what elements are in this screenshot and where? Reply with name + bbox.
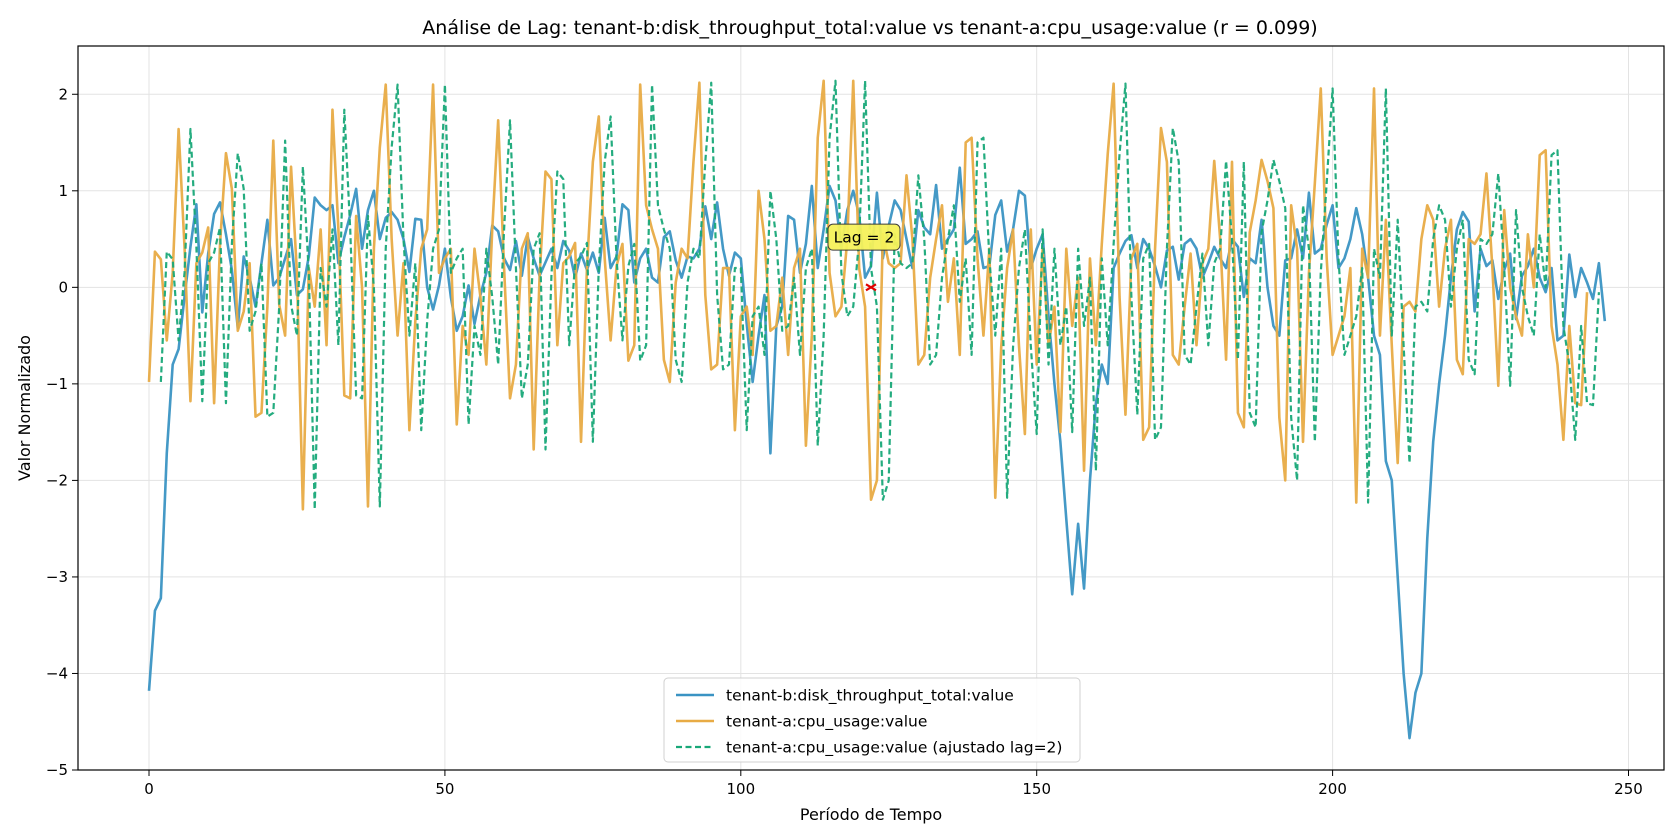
x-tick-label: 50 [435, 780, 454, 798]
chart-title: Análise de Lag: tenant-b:disk_throughput… [422, 17, 1317, 39]
lag-annotation: Lag = 2 [827, 223, 901, 251]
legend-label: tenant-a:cpu_usage:value [726, 713, 927, 732]
legend-label: tenant-a:cpu_usage:value (ajustado lag=2… [726, 739, 1062, 758]
y-axis-ticks: −5 −4 −3 −2 −1 0 1 2 [46, 85, 78, 779]
x-tick-label: 200 [1318, 780, 1347, 798]
lag-marker-stroke [865, 283, 877, 292]
series-line-2 [147, 79, 1589, 511]
y-tick-label: −1 [46, 375, 68, 393]
y-tick-label: −5 [46, 761, 68, 779]
x-tick-label: 150 [1022, 780, 1051, 798]
legend: tenant-b:disk_throughput_total:valuetena… [663, 677, 1081, 763]
x-tick-label: 100 [726, 780, 755, 798]
legend-label: tenant-b:disk_throughput_total:value [726, 687, 1014, 706]
y-tick-label: −2 [46, 471, 68, 489]
legend-box [663, 677, 1081, 763]
x-tick-label: 250 [1614, 780, 1643, 798]
y-tick-label: −4 [46, 664, 68, 682]
y-tick-label: 2 [58, 85, 68, 103]
lag-marker [865, 283, 877, 292]
series-lines [147, 79, 1607, 740]
marker-layer [865, 283, 877, 292]
plot-frame [77, 45, 1665, 771]
x-tick-label: 0 [144, 780, 154, 798]
annotation-box [827, 223, 901, 251]
annotation-text: Lag = 2 [834, 229, 895, 247]
y-axis-label: Valor Normalizado [15, 335, 34, 481]
x-axis-ticks: 0 50 100 150 200 250 [144, 770, 1643, 798]
y-tick-label: 0 [58, 278, 68, 296]
y-tick-label: −3 [46, 568, 68, 586]
y-tick-label: 1 [58, 182, 68, 200]
x-axis-label: Período de Tempo [800, 805, 942, 824]
